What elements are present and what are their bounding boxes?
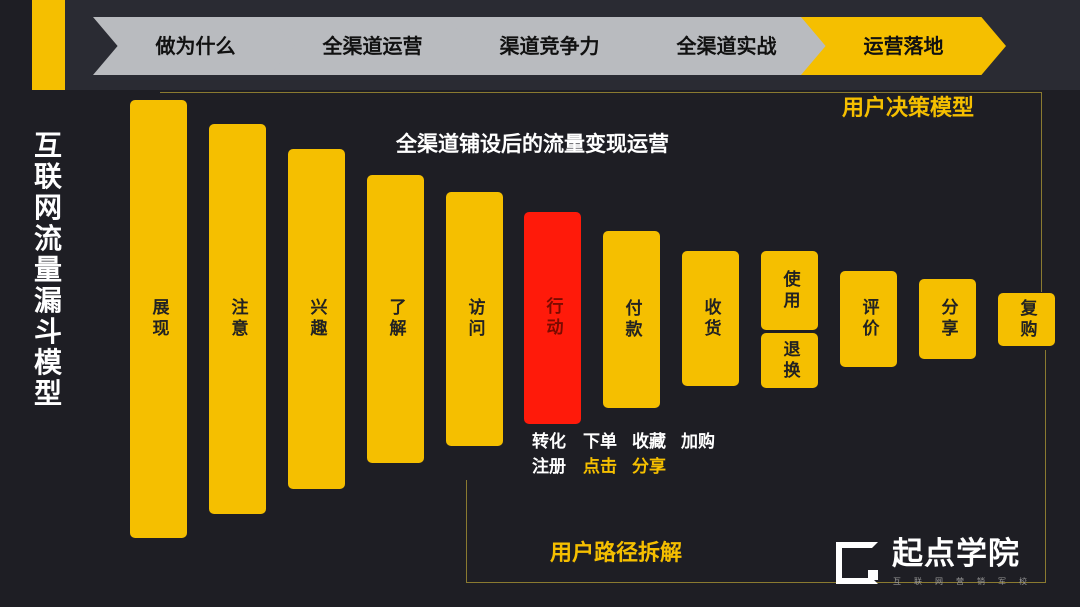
divider	[1041, 92, 1042, 292]
funnel-bar-return: 退换	[761, 333, 818, 388]
funnel-bar-interest: 兴趣	[288, 149, 345, 489]
action-share: 分享	[632, 457, 666, 477]
funnel-bar-receive: 收货	[682, 251, 739, 386]
step-4[interactable]: 全渠道实战	[624, 17, 829, 75]
divider	[1045, 350, 1046, 582]
logo-icon-dot	[868, 570, 878, 580]
action-convert: 转化	[532, 432, 566, 452]
funnel-bar-show: 展现	[130, 100, 187, 538]
funnel-bar-visit: 访问	[446, 192, 503, 446]
step-3[interactable]: 渠道竞争力	[447, 17, 652, 75]
subtitle: 全渠道铺设后的流量变现运营	[396, 132, 669, 156]
action-favorite: 收藏	[632, 432, 666, 452]
divider	[466, 582, 1046, 583]
funnel-bar-share: 分享	[919, 279, 976, 359]
funnel-bar-repurchase: 复购	[998, 293, 1055, 346]
side-title: 互联网流量漏斗模型	[33, 129, 62, 410]
action-add-cart: 加购	[681, 432, 715, 452]
step-nav: 做为什么 全渠道运营 渠道竞争力 全渠道实战 运营落地	[65, 0, 1080, 90]
step-2[interactable]: 全渠道运营	[270, 17, 475, 75]
accent-block	[32, 0, 65, 90]
funnel-bar-action: 行动	[524, 212, 581, 424]
logo-icon	[836, 542, 878, 584]
step-1[interactable]: 做为什么	[93, 17, 298, 75]
funnel-bar-understand: 了解	[367, 175, 424, 463]
action-register: 注册	[532, 457, 566, 477]
divider	[160, 92, 1042, 93]
decision-model-label: 用户决策模型	[842, 96, 975, 121]
step-5-active[interactable]: 运营落地	[801, 17, 1006, 75]
logo-name: 起点学院	[892, 536, 1020, 572]
funnel-bar-pay: 付款	[603, 231, 660, 408]
funnel-bar-attention: 注意	[209, 124, 266, 514]
divider	[466, 480, 467, 582]
action-click: 点击	[583, 457, 617, 477]
funnel-bar-review: 评价	[840, 271, 897, 367]
path-title: 用户路径拆解	[550, 541, 683, 566]
funnel-bar-use: 使用	[761, 251, 818, 330]
action-order: 下单	[583, 432, 617, 452]
logo-tagline: 互联网营销军校	[893, 577, 1040, 586]
